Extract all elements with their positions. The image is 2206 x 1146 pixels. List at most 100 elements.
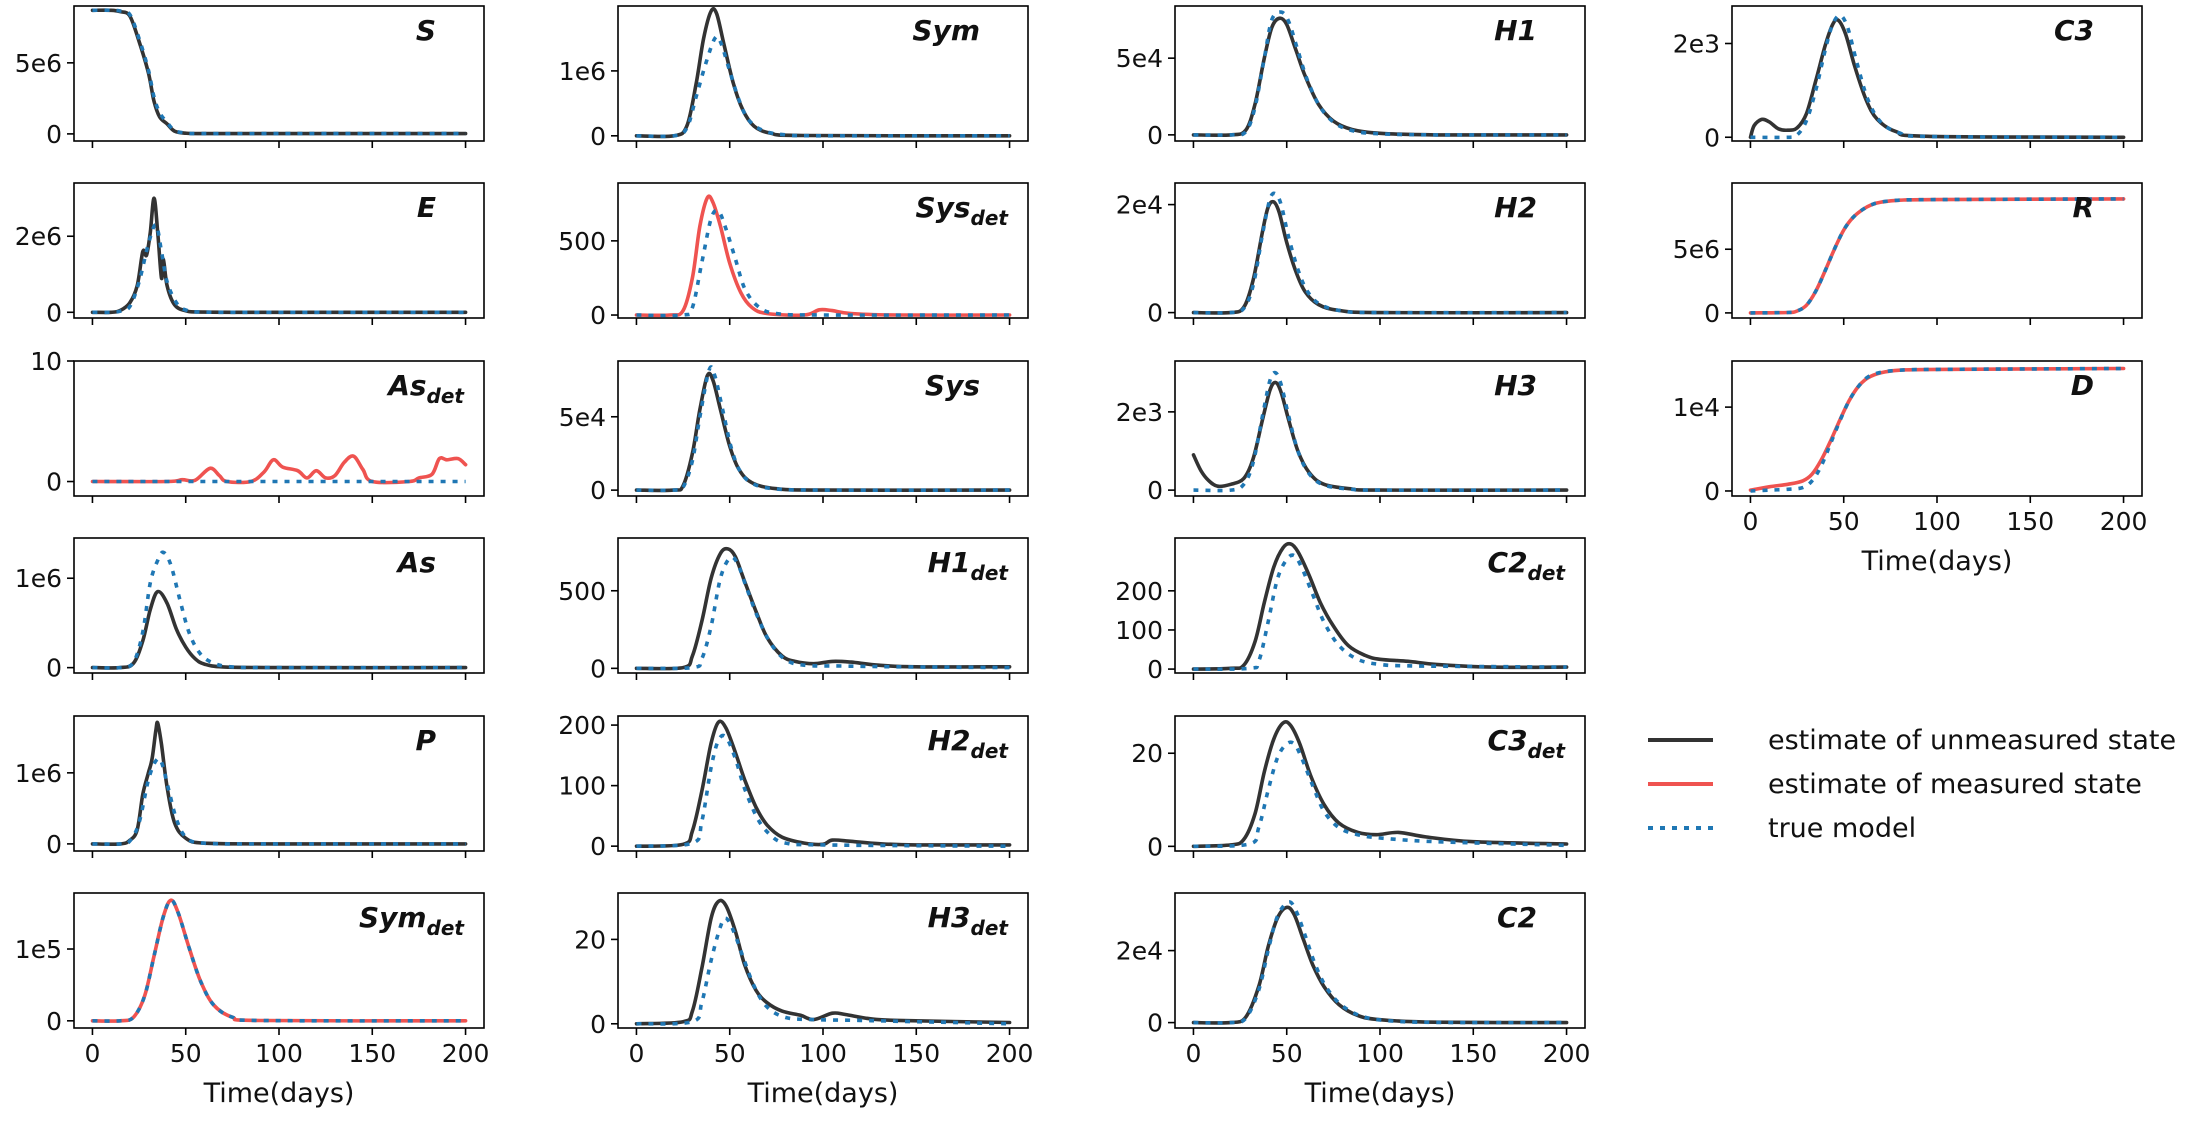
panel-H3: 0 2e3 H3: [1116, 360, 1586, 505]
y-tick-label: 1e6: [559, 57, 606, 86]
y-tick-label: 0: [1147, 1009, 1163, 1038]
y-tick-label: 0: [590, 476, 606, 505]
panel-Sys_det: 0 500 Sysdet: [558, 182, 1029, 330]
panel-C3_det: 0 20 C3det: [1131, 715, 1586, 861]
panel-title: C2: [1497, 901, 1537, 934]
y-tick-label: 0: [1704, 477, 1720, 506]
y-tick-label: 200: [558, 711, 606, 740]
panel-title: Sysdet: [915, 191, 1009, 230]
panel-E: 0 2e6 E: [15, 182, 485, 327]
panel-title: S: [416, 14, 436, 47]
y-tick-label: 0: [1704, 123, 1720, 152]
panel-D: 0 1e4 0 50 100 150 200 Time(days) D: [1673, 360, 2147, 577]
y-tick-label: 5e6: [1673, 235, 1720, 264]
x-tick-label: 100: [1913, 507, 1961, 536]
x-axis-label: Time(days): [1861, 546, 2013, 577]
panel-title: E: [417, 191, 436, 224]
panel-H1: 0 5e4 H1: [1116, 5, 1586, 150]
series-true-model-line: [1750, 366, 2124, 493]
y-tick-label: 2e3: [1116, 398, 1163, 427]
y-tick-label: 0: [1147, 299, 1163, 328]
x-tick-label: 0: [1185, 1039, 1201, 1068]
panel-title: R: [2072, 191, 2094, 224]
panel-title: H3det: [928, 901, 1010, 940]
y-tick-label: 0: [46, 1007, 62, 1036]
y-tick-label: 20: [1131, 739, 1163, 768]
y-tick-label: 0: [590, 832, 606, 861]
panel-H2_det: 0 100 200 H2det: [558, 711, 1029, 861]
series-estimate-line: [634, 194, 1012, 318]
x-tick-label: 0: [1742, 507, 1758, 536]
series-true-model-line: [1193, 740, 1567, 849]
panel-title: H2: [1494, 191, 1537, 224]
y-tick-label: 2e4: [1116, 191, 1163, 220]
series-estimate-line: [634, 371, 1012, 493]
y-tick-label: 0: [46, 468, 62, 497]
series-true-model-line: [1193, 10, 1567, 137]
y-tick-label: 1e4: [1673, 393, 1720, 422]
y-tick-label: 1e6: [15, 759, 62, 788]
series-true-model-line: [1750, 197, 2124, 315]
y-tick-label: 5e4: [1116, 44, 1163, 73]
y-tick-label: 0: [46, 830, 62, 859]
x-tick-label: 150: [1449, 1039, 1497, 1068]
series-true-model-line: [636, 733, 1010, 848]
panel-title: Asdet: [386, 369, 465, 408]
series-estimate-line: [90, 8, 468, 136]
panel-title: Sym: [912, 14, 980, 47]
series-estimate-line: [634, 898, 1012, 1026]
y-tick-label: 1e6: [15, 564, 62, 593]
series-estimate-line: [1191, 541, 1569, 671]
y-tick-label: 0: [590, 122, 606, 151]
x-tick-label: 200: [986, 1039, 1034, 1068]
y-tick-label: 0: [590, 301, 606, 330]
y-tick-label: 10: [30, 347, 62, 376]
y-tick-label: 2e6: [15, 222, 62, 251]
y-tick-label: 0: [46, 654, 62, 683]
x-axis-label: Time(days): [747, 1078, 899, 1109]
panel-P: 0 1e6 P: [15, 715, 485, 859]
panel-title: C2det: [1488, 546, 1567, 585]
panel-title: H1: [1494, 14, 1537, 47]
panel-title: H3: [1494, 369, 1537, 402]
panel-title: D: [2071, 369, 2094, 402]
series-estimate-line: [634, 719, 1012, 848]
panel-C3: 0 2e3 C3: [1673, 5, 2143, 152]
panel-R: 0 5e6 R: [1673, 182, 2143, 328]
panel-S: 0 5e6 S: [15, 5, 485, 149]
y-tick-label: 100: [558, 772, 606, 801]
series-estimate-line: [90, 196, 468, 315]
x-tick-label: 50: [714, 1039, 746, 1068]
y-tick-label: 20: [574, 925, 606, 954]
series-estimate-line: [634, 546, 1012, 671]
series-true-model-line: [92, 550, 466, 670]
panel-H1_det: 0 500 H1det: [558, 537, 1029, 683]
panel-title: C3det: [1488, 724, 1567, 763]
x-tick-label: 100: [799, 1039, 847, 1068]
panel-As_det: 0 10 Asdet: [30, 347, 485, 503]
panel-C2: 0 2e4 0 50 100 150 200 Time(days) C2: [1116, 892, 1591, 1109]
y-tick-label: 2e4: [1116, 937, 1163, 966]
series-true-model-line: [92, 898, 466, 1023]
panel-As: 0 1e6 As: [15, 537, 485, 683]
y-tick-label: 0: [1704, 299, 1720, 328]
series-estimate-line: [90, 589, 468, 670]
panel-title: C3: [2054, 14, 2094, 47]
panel-Sys: 0 5e4 Sys: [559, 360, 1029, 505]
legend-unmeasured-label: estimate of unmeasured state: [1768, 725, 2176, 756]
legend-true-label: true model: [1768, 813, 1916, 844]
x-tick-label: 0: [84, 1039, 100, 1068]
series-estimate-line: [1748, 366, 2126, 492]
panel-title: H2det: [928, 724, 1010, 763]
series-true-model-line: [1750, 13, 2124, 140]
legend-measured-label: estimate of measured state: [1768, 769, 2142, 800]
series-estimate-line: [1748, 197, 2126, 315]
series-true-model-line: [636, 365, 1010, 493]
x-tick-label: 200: [1543, 1039, 1591, 1068]
series-true-model-line: [92, 756, 466, 846]
y-tick-label: 500: [558, 227, 606, 256]
series-true-model-line: [636, 34, 1010, 139]
series-true-model-line: [92, 223, 466, 315]
